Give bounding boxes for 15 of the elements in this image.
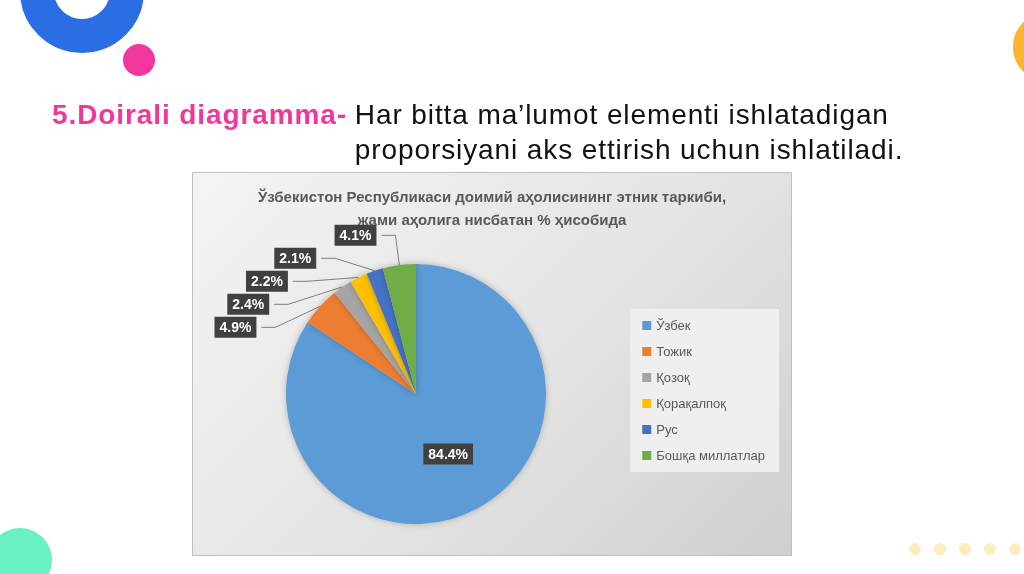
data-label: 4.1% bbox=[339, 227, 373, 244]
data-label: 2.4% bbox=[232, 296, 265, 313]
legend-label: Ўзбек bbox=[656, 318, 691, 333]
legend-label: Қорақалпоқ bbox=[656, 396, 727, 411]
data-label: 4.9% bbox=[219, 319, 252, 336]
legend-label: Қозоқ bbox=[656, 370, 690, 385]
data-label: 2.1% bbox=[279, 250, 312, 267]
text: Har bitta ma’lumot elementi ishlatadigan proporsiyani aks ettirish uchun ishlatiladi. bbox=[354, 98, 905, 167]
chart-title: Ўзбекистон Республикаси доимий аҳолисининг этник таркиби, жами аҳолига нисбатан % ҳисобида bbox=[256, 187, 728, 230]
data-label: 2.2% bbox=[250, 273, 284, 290]
legend-label: Бошқа миллатлар bbox=[656, 448, 765, 463]
data-label: 84.4% bbox=[428, 445, 469, 462]
legend-label: Тожик bbox=[656, 344, 693, 359]
legend-label: Рус bbox=[656, 422, 679, 437]
text: 5.Doirali diagramma- bbox=[52, 98, 347, 132]
